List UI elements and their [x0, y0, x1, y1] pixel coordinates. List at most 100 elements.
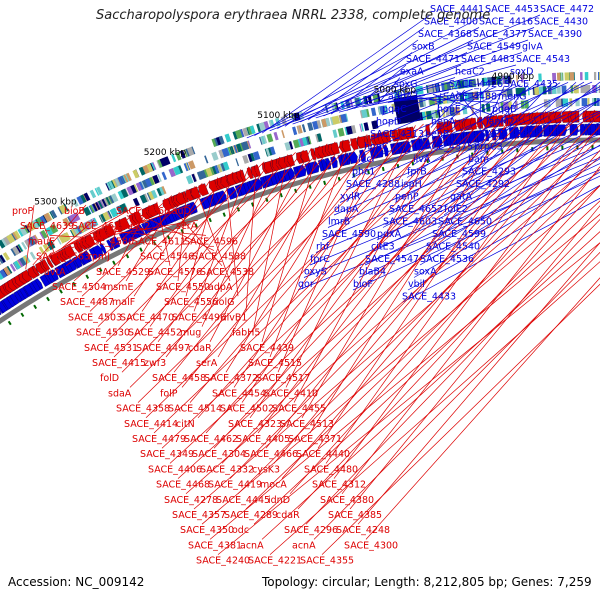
gene-label: SACE_4349 — [140, 449, 194, 460]
label-connector — [393, 89, 402, 100]
label-connector — [321, 283, 600, 555]
feature-segment — [214, 137, 220, 147]
gene-label: SACE_4454 — [212, 388, 266, 399]
gene-arrow — [83, 250, 92, 263]
gene-label: SACE_4405 — [236, 434, 290, 445]
gene-label: pdxA — [377, 229, 402, 240]
gene-label: SACE_4462 — [184, 434, 238, 445]
feature-segment — [214, 165, 220, 174]
scale-label: 5300 kbp — [34, 197, 77, 207]
gene-label: SACE_4547 — [365, 254, 419, 265]
gene-label: SACE_4435 — [504, 79, 558, 90]
gene-label: folE2 — [444, 204, 468, 215]
label-connector — [157, 149, 304, 343]
feature-segment — [209, 167, 215, 176]
label-connector — [117, 204, 150, 266]
gene-label: SACE_4441 — [430, 4, 484, 15]
feature-segment — [249, 152, 256, 162]
feature-segment — [72, 228, 78, 237]
label-connector — [413, 171, 600, 278]
label-connector — [269, 27, 535, 132]
feature-segment — [156, 187, 164, 197]
feature-segment — [91, 218, 97, 227]
scale-label: 5100 kbp — [257, 111, 300, 121]
gene-label: rhf — [316, 242, 330, 253]
feature-segment — [185, 148, 190, 157]
gene-label: SACE_4410 — [264, 388, 318, 399]
gene-arrow — [46, 257, 54, 269]
feature-segment — [58, 233, 68, 244]
gene-label: serA — [196, 358, 218, 369]
gene-label: hcaC2 — [455, 67, 485, 78]
feature-segment — [502, 101, 509, 111]
label-connector — [419, 158, 600, 266]
gene-label: SACE_4289 — [224, 510, 278, 521]
label-connector — [201, 156, 281, 327]
feature-segment — [258, 122, 266, 132]
gene-label: xylR — [340, 192, 361, 203]
feature-segment — [316, 120, 322, 129]
feature-segment — [569, 98, 573, 107]
label-connector — [241, 121, 441, 403]
feature-segment — [179, 150, 186, 159]
feature-segment — [483, 77, 488, 86]
gene-arrow — [324, 157, 332, 170]
feature-segment — [581, 98, 588, 107]
feature-segment — [534, 86, 539, 95]
feature-segment — [510, 75, 513, 84]
label-connector — [90, 233, 103, 236]
label-connector — [105, 152, 296, 343]
label-connector — [68, 219, 147, 246]
feature-segment — [79, 194, 87, 204]
feature-segment — [538, 73, 542, 82]
gene-arrow — [141, 222, 149, 235]
label-connector — [49, 235, 83, 238]
feature-segment — [156, 160, 161, 169]
feature-segment — [235, 158, 240, 167]
feature-segment — [17, 244, 23, 252]
feature-segment — [132, 169, 140, 179]
feature-segment — [247, 153, 253, 163]
feature-segment — [73, 227, 79, 236]
feature-segment — [94, 188, 100, 196]
feature-segment — [337, 127, 345, 137]
feature-segment — [211, 151, 219, 161]
gene-label: mug — [180, 328, 201, 339]
feature-segment — [105, 196, 111, 205]
label-connector — [25, 204, 35, 270]
gene-label: adhA7 — [388, 92, 418, 103]
feature-segment — [127, 185, 135, 196]
gene-label: SACE_4536 — [420, 254, 474, 265]
feature-segment — [12, 231, 19, 241]
gene-label: SACE_4487 — [60, 297, 114, 308]
gene-label: citE3 — [371, 242, 395, 253]
gene-label: soxD — [510, 67, 533, 78]
label-connector — [303, 157, 600, 278]
gene-label: SACE_4639 — [20, 221, 74, 232]
gene-label: cysK3 — [252, 464, 280, 475]
feature-segment — [98, 213, 108, 223]
feature-segment — [146, 163, 154, 173]
feature-segment — [175, 151, 182, 161]
label-connector — [137, 123, 424, 403]
gene-label: SACE_4538 — [200, 267, 254, 278]
feature-segment — [96, 186, 103, 196]
gene-label: ispH — [401, 179, 422, 190]
gene-label: SACE_4240 — [196, 556, 250, 567]
gene-label: SACE_4221 — [248, 556, 302, 567]
label-connector — [46, 204, 191, 258]
feature-segment — [28, 236, 36, 246]
label-connector — [456, 90, 487, 128]
feature-segment — [150, 162, 156, 171]
feature-segment — [555, 98, 562, 107]
gene-label: SACE_4293 — [462, 167, 516, 178]
feature-segment — [126, 172, 132, 182]
gene-arrow — [49, 269, 59, 282]
feature-segment — [580, 72, 583, 81]
gene-label: SACE_4445 — [216, 495, 270, 506]
feature-segment — [16, 260, 22, 268]
gene-arrow — [41, 259, 51, 271]
gene-label: SACE_4304 — [192, 449, 246, 460]
feature-segment — [384, 105, 389, 114]
